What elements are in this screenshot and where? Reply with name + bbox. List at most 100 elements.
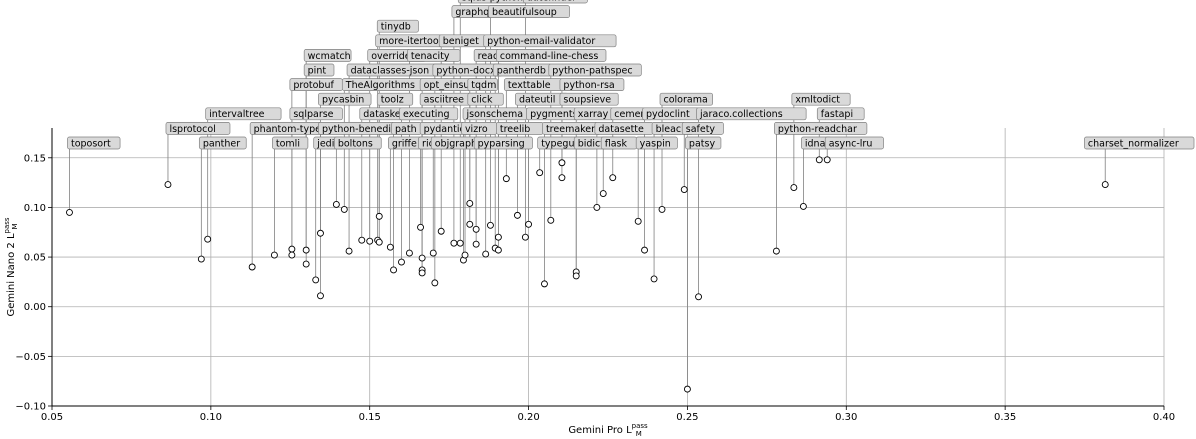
data-point xyxy=(302,260,310,268)
point-label-box xyxy=(635,136,678,150)
point-label: overrides xyxy=(371,51,415,62)
data-point xyxy=(494,246,502,254)
point-label-box xyxy=(496,49,607,62)
point-label-box xyxy=(559,92,619,106)
data-point xyxy=(472,240,480,248)
data-point xyxy=(521,233,529,241)
point-label: texttable xyxy=(508,80,551,91)
data-point xyxy=(772,247,780,255)
y-tick-label: 0.05 xyxy=(24,253,46,264)
point-label: patsy xyxy=(689,138,716,149)
point-label-box xyxy=(165,122,231,135)
point-label: python-pathspec xyxy=(552,65,632,76)
point-label: sqlparse xyxy=(293,109,333,120)
data-point xyxy=(815,156,823,164)
y-axis-label: Gemini Nano 2 LpassM xyxy=(3,217,19,316)
data-point xyxy=(418,269,426,277)
data-point xyxy=(1101,181,1109,189)
point-label: python-benedict xyxy=(322,124,400,135)
point-label: boltons xyxy=(338,138,373,149)
point-label: TheAlgorithms xyxy=(345,80,415,91)
point-label: treemaker xyxy=(546,124,595,135)
data-point xyxy=(466,200,474,207)
data-point xyxy=(695,293,702,301)
point-label: treelib xyxy=(500,124,530,135)
data-point xyxy=(332,200,340,208)
x-axis-label-main: Gemini Pro L xyxy=(568,425,632,436)
x-tick-label: 0.40 xyxy=(1153,412,1175,423)
point-label: executing xyxy=(403,109,450,120)
point-label: datasette xyxy=(598,124,644,135)
data-point xyxy=(502,175,510,183)
data-point xyxy=(375,238,383,246)
data-point xyxy=(823,156,831,164)
x-axis-label-sup: pass xyxy=(632,422,648,430)
point-label: graphql-core xyxy=(455,7,516,18)
point-label: typeguard xyxy=(541,138,590,149)
point-label: vizro xyxy=(465,124,488,135)
data-point xyxy=(658,205,666,213)
data-point xyxy=(494,233,502,241)
x-axis-label-sub: M xyxy=(636,430,642,438)
data-point xyxy=(536,169,544,177)
x-axis-label: Gemini Pro Lpass M xyxy=(568,422,648,438)
point-label-box xyxy=(289,107,343,121)
point-label-box xyxy=(407,49,461,62)
point-label: fastapi xyxy=(821,109,853,120)
point-label-box xyxy=(685,136,722,150)
point-label: jaraco.collections xyxy=(699,109,783,120)
x-tick-label: 0.15 xyxy=(359,412,381,423)
data-point xyxy=(680,186,688,194)
data-point xyxy=(486,221,494,229)
data-point xyxy=(461,251,469,259)
data-point xyxy=(431,279,439,287)
point-label: more-itertools xyxy=(379,36,446,47)
data-point xyxy=(572,272,580,280)
point-label: pydoclint xyxy=(646,109,690,120)
x-tick-label: 0.35 xyxy=(994,412,1016,423)
data-point xyxy=(340,205,348,213)
point-label: python-docx xyxy=(436,65,496,76)
data-point xyxy=(164,181,172,189)
point-label: path xyxy=(395,124,417,135)
point-label: pycasbin xyxy=(322,95,364,106)
data-point xyxy=(558,174,566,182)
data-point xyxy=(429,249,437,257)
x-tick-label: 0.30 xyxy=(835,412,857,423)
point-label-box xyxy=(318,92,372,106)
point-label-box xyxy=(272,136,309,150)
point-label-box xyxy=(399,107,459,121)
point-label-box xyxy=(1084,136,1195,150)
data-point xyxy=(634,217,642,225)
data-point xyxy=(270,251,278,259)
point-label: intervaltree xyxy=(209,109,264,120)
x-tick-label: 0.10 xyxy=(200,412,222,423)
point-label: opt_einsum xyxy=(424,80,479,91)
data-point xyxy=(317,229,324,237)
data-point xyxy=(456,239,464,247)
point-label: reader xyxy=(478,51,509,62)
axes xyxy=(51,128,1164,407)
point-label-box xyxy=(303,63,335,77)
data-point xyxy=(312,276,320,284)
point-label: tinydb xyxy=(381,22,411,33)
data-point xyxy=(204,235,212,243)
data-point xyxy=(248,263,256,271)
point-label-box xyxy=(816,107,865,121)
y-tick-label: 0.10 xyxy=(24,203,46,214)
point-label: bidict xyxy=(578,138,605,149)
data-point xyxy=(558,159,566,167)
x-tick-label: 0.05 xyxy=(41,412,63,423)
point-label-box xyxy=(303,49,352,62)
point-label: click xyxy=(471,95,493,106)
point-label-box xyxy=(67,136,121,150)
data-point xyxy=(650,275,658,283)
point-label: safety xyxy=(686,124,716,135)
point-label-box xyxy=(696,107,807,121)
point-label: griffe xyxy=(392,138,417,149)
point-label: beniget xyxy=(443,36,479,47)
data-point xyxy=(66,208,73,216)
data-point xyxy=(317,292,324,300)
point-label-box xyxy=(523,0,588,4)
